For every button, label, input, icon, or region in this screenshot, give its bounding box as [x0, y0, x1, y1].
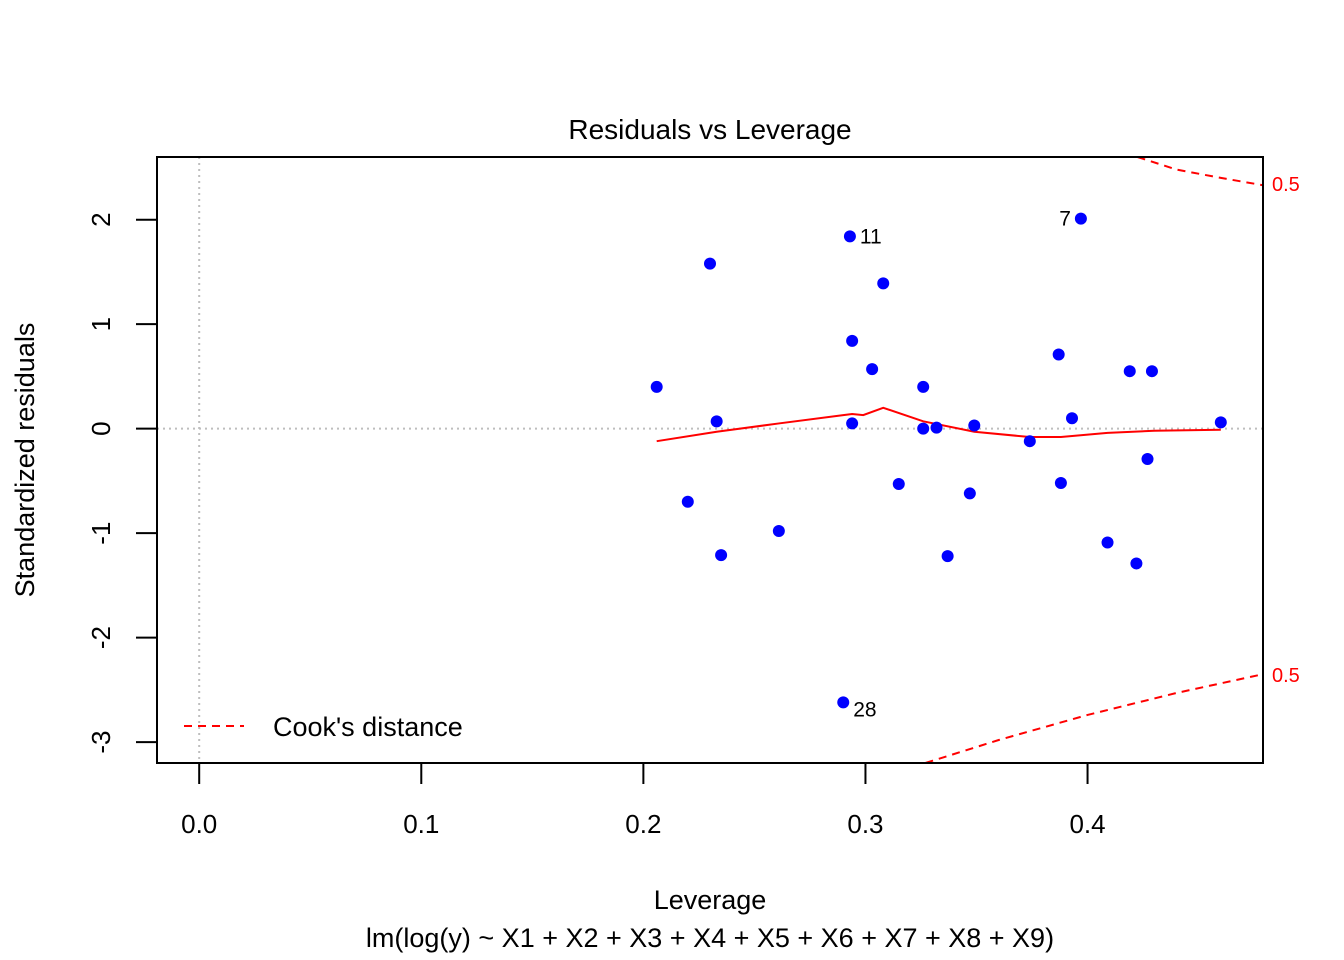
y-tick-label: 0 — [86, 421, 116, 435]
point-labels: 28 11 7 — [853, 208, 1071, 722]
data-point — [1141, 452, 1154, 465]
data-point — [892, 478, 905, 491]
y-axis-title: Standardized residuals — [10, 323, 40, 598]
data-point — [1054, 476, 1067, 489]
data-point — [1066, 412, 1079, 425]
point-label: 11 — [860, 225, 882, 248]
data-point — [1214, 416, 1227, 429]
data-point — [1052, 348, 1065, 361]
cooks-distance-lower-curve — [925, 673, 1263, 763]
legend-label: Cook's distance — [273, 712, 463, 742]
data-point — [837, 696, 850, 709]
data-point — [930, 421, 943, 434]
x-axis: 0.0 0.1 0.2 0.3 0.4 — [181, 762, 1106, 839]
x-tick-label: 0.1 — [403, 809, 439, 839]
plot-frame — [156, 156, 1264, 764]
data-point — [917, 380, 930, 393]
reference-lines — [157, 157, 1263, 763]
data-point — [866, 363, 879, 376]
x-tick-label: 0.4 — [1069, 809, 1105, 839]
data-point — [1101, 536, 1114, 549]
smooth-line — [656, 406, 1221, 443]
x-tick-label: 0.3 — [847, 809, 883, 839]
y-tick-label: 2 — [86, 212, 116, 226]
data-point — [963, 487, 976, 500]
data-point — [968, 419, 981, 432]
x-tick-label: 0.0 — [181, 809, 217, 839]
data-point — [715, 549, 728, 562]
y-tick-label: -2 — [86, 626, 116, 649]
cooks-upper-level-label: 0.5 — [1272, 174, 1300, 196]
data-point — [772, 525, 785, 538]
data-point — [704, 257, 716, 270]
x-tick-label: 0.2 — [625, 809, 661, 839]
y-axis: -3 -2 -1 0 1 2 — [86, 212, 158, 754]
data-point — [846, 417, 859, 430]
data-point — [846, 334, 859, 347]
point-label: 28 — [853, 698, 876, 721]
model-formula-subtitle: lm(log(y) ~ X1 + X2 + X3 + X4 + X5 + X6 … — [366, 923, 1054, 953]
x-axis-title: Leverage — [654, 885, 767, 915]
data-point — [917, 422, 930, 435]
y-tick-label: 1 — [86, 317, 116, 331]
data-point — [1123, 365, 1136, 378]
cooks-lower-level-label: 0.5 — [1272, 665, 1300, 687]
data-point — [941, 550, 954, 563]
data-point — [681, 495, 694, 508]
data-point — [710, 415, 723, 428]
data-point — [843, 230, 856, 243]
y-tick-label: -3 — [86, 731, 116, 754]
data-point — [1023, 435, 1036, 448]
cooks-distance-upper-curve — [1137, 157, 1263, 187]
data-point — [650, 380, 663, 393]
chart-title: Residuals vs Leverage — [568, 114, 851, 145]
data-point — [1074, 212, 1087, 225]
legend: Cook's distance — [184, 712, 463, 742]
point-label: 7 — [1059, 208, 1071, 231]
data-point — [1145, 365, 1158, 378]
data-point — [877, 277, 890, 290]
y-tick-label: -1 — [86, 522, 116, 545]
smooth-line-group — [656, 406, 1221, 443]
data-point — [1130, 557, 1143, 570]
cooks-distance-lines — [925, 157, 1263, 763]
data-points — [650, 212, 1227, 709]
